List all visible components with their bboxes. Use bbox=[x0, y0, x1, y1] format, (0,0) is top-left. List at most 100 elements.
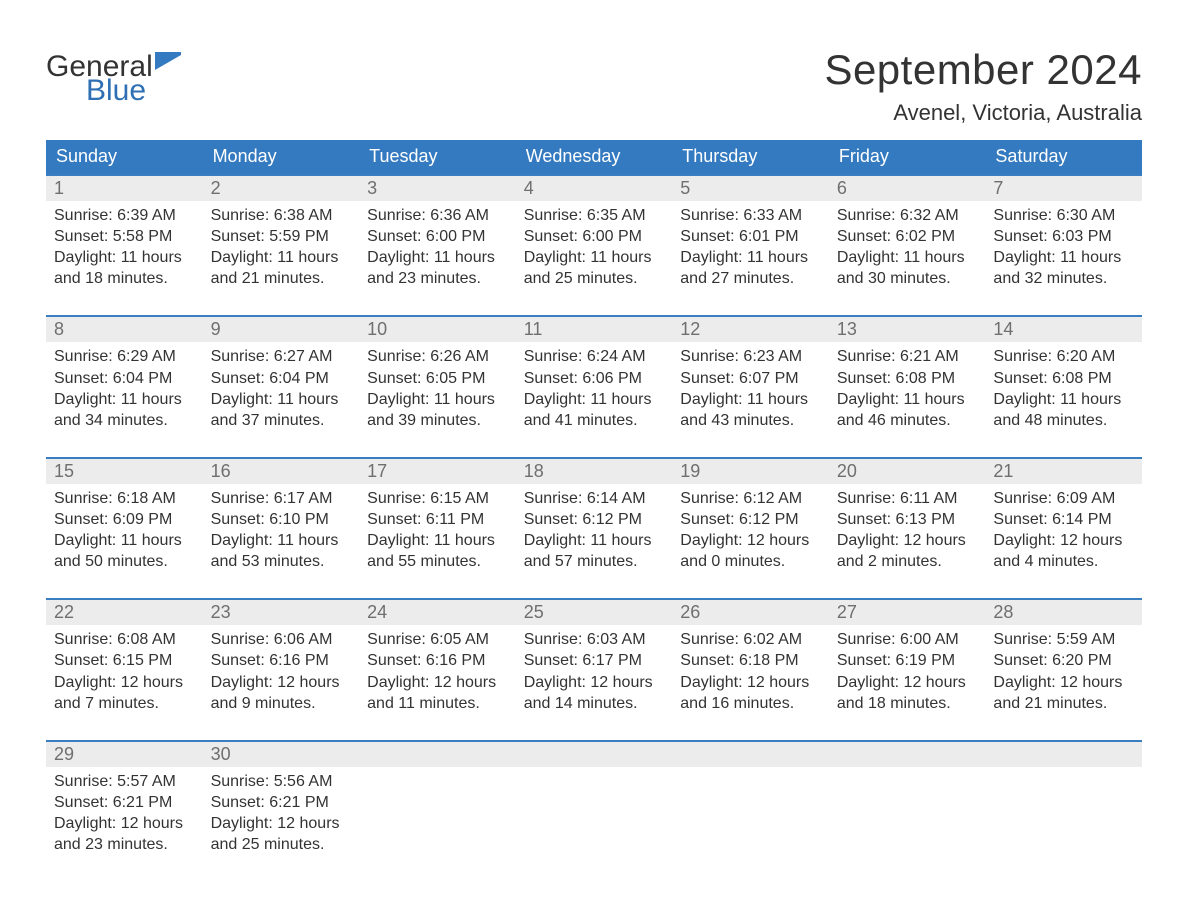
day-cell bbox=[516, 767, 673, 859]
day-day2: and 34 minutes. bbox=[54, 410, 195, 431]
day-cell: Sunrise: 6:00 AMSunset: 6:19 PMDaylight:… bbox=[829, 625, 986, 717]
day-day1: Daylight: 12 hours bbox=[993, 672, 1134, 693]
day-cell: Sunrise: 6:21 AMSunset: 6:08 PMDaylight:… bbox=[829, 342, 986, 434]
day-cell: Sunrise: 6:06 AMSunset: 6:16 PMDaylight:… bbox=[203, 625, 360, 717]
day-sunrise: Sunrise: 6:05 AM bbox=[367, 629, 508, 650]
day-day1: Daylight: 12 hours bbox=[837, 530, 978, 551]
day-day1: Daylight: 11 hours bbox=[524, 389, 665, 410]
day-sunrise: Sunrise: 6:02 AM bbox=[680, 629, 821, 650]
day-day2: and 16 minutes. bbox=[680, 693, 821, 714]
day-cell: Sunrise: 6:27 AMSunset: 6:04 PMDaylight:… bbox=[203, 342, 360, 434]
day-sunset: Sunset: 6:21 PM bbox=[54, 792, 195, 813]
day-cell: Sunrise: 6:14 AMSunset: 6:12 PMDaylight:… bbox=[516, 484, 673, 576]
day-number: 4 bbox=[516, 176, 673, 201]
day-number: 24 bbox=[359, 600, 516, 625]
day-cell: Sunrise: 5:57 AMSunset: 6:21 PMDaylight:… bbox=[46, 767, 203, 859]
calendar-header-cell: Sunday bbox=[46, 140, 203, 174]
day-sunrise: Sunrise: 6:20 AM bbox=[993, 346, 1134, 367]
day-day1: Daylight: 11 hours bbox=[54, 247, 195, 268]
day-sunrise: Sunrise: 6:12 AM bbox=[680, 488, 821, 509]
day-cell: Sunrise: 6:38 AMSunset: 5:59 PMDaylight:… bbox=[203, 201, 360, 293]
day-cell: Sunrise: 6:39 AMSunset: 5:58 PMDaylight:… bbox=[46, 201, 203, 293]
day-sunset: Sunset: 6:17 PM bbox=[524, 650, 665, 671]
day-cell: Sunrise: 6:33 AMSunset: 6:01 PMDaylight:… bbox=[672, 201, 829, 293]
day-day1: Daylight: 12 hours bbox=[524, 672, 665, 693]
day-sunset: Sunset: 5:58 PM bbox=[54, 226, 195, 247]
day-sunset: Sunset: 6:04 PM bbox=[211, 368, 352, 389]
day-number: 26 bbox=[672, 600, 829, 625]
day-day2: and 7 minutes. bbox=[54, 693, 195, 714]
day-number: 8 bbox=[46, 317, 203, 342]
day-sunrise: Sunrise: 6:21 AM bbox=[837, 346, 978, 367]
day-sunrise: Sunrise: 6:11 AM bbox=[837, 488, 978, 509]
calendar-week: 15161718192021Sunrise: 6:18 AMSunset: 6:… bbox=[46, 457, 1142, 576]
day-sunrise: Sunrise: 6:08 AM bbox=[54, 629, 195, 650]
day-day2: and 30 minutes. bbox=[837, 268, 978, 289]
day-sunrise: Sunrise: 6:23 AM bbox=[680, 346, 821, 367]
day-number bbox=[985, 742, 1142, 767]
day-sunset: Sunset: 6:04 PM bbox=[54, 368, 195, 389]
day-cell: Sunrise: 6:35 AMSunset: 6:00 PMDaylight:… bbox=[516, 201, 673, 293]
daynum-row: 15161718192021 bbox=[46, 459, 1142, 484]
calendar-week: 1234567Sunrise: 6:39 AMSunset: 5:58 PMDa… bbox=[46, 174, 1142, 293]
day-number: 14 bbox=[985, 317, 1142, 342]
day-cell: Sunrise: 6:05 AMSunset: 6:16 PMDaylight:… bbox=[359, 625, 516, 717]
day-sunset: Sunset: 5:59 PM bbox=[211, 226, 352, 247]
day-cell: Sunrise: 6:17 AMSunset: 6:10 PMDaylight:… bbox=[203, 484, 360, 576]
day-sunrise: Sunrise: 6:03 AM bbox=[524, 629, 665, 650]
brand-logo: General Blue bbox=[46, 46, 181, 106]
page-title: September 2024 bbox=[824, 46, 1142, 94]
day-sunset: Sunset: 6:11 PM bbox=[367, 509, 508, 530]
daynum-row: 2930 bbox=[46, 742, 1142, 767]
day-cell bbox=[985, 767, 1142, 859]
day-day2: and 23 minutes. bbox=[54, 834, 195, 855]
day-day2: and 27 minutes. bbox=[680, 268, 821, 289]
day-sunrise: Sunrise: 5:57 AM bbox=[54, 771, 195, 792]
day-sunrise: Sunrise: 6:38 AM bbox=[211, 205, 352, 226]
day-cell: Sunrise: 5:59 AMSunset: 6:20 PMDaylight:… bbox=[985, 625, 1142, 717]
day-cell: Sunrise: 6:03 AMSunset: 6:17 PMDaylight:… bbox=[516, 625, 673, 717]
day-number: 1 bbox=[46, 176, 203, 201]
day-day1: Daylight: 11 hours bbox=[54, 389, 195, 410]
day-number: 30 bbox=[203, 742, 360, 767]
day-number: 6 bbox=[829, 176, 986, 201]
day-day1: Daylight: 11 hours bbox=[993, 389, 1134, 410]
day-sunset: Sunset: 6:02 PM bbox=[837, 226, 978, 247]
day-cell: Sunrise: 6:36 AMSunset: 6:00 PMDaylight:… bbox=[359, 201, 516, 293]
day-day1: Daylight: 11 hours bbox=[837, 389, 978, 410]
day-number bbox=[516, 742, 673, 767]
day-sunset: Sunset: 6:01 PM bbox=[680, 226, 821, 247]
calendar-header-cell: Wednesday bbox=[516, 140, 673, 174]
calendar-body: 1234567Sunrise: 6:39 AMSunset: 5:58 PMDa… bbox=[46, 174, 1142, 859]
day-sunset: Sunset: 6:12 PM bbox=[524, 509, 665, 530]
day-day1: Daylight: 11 hours bbox=[211, 389, 352, 410]
day-sunrise: Sunrise: 6:32 AM bbox=[837, 205, 978, 226]
day-cell: Sunrise: 6:29 AMSunset: 6:04 PMDaylight:… bbox=[46, 342, 203, 434]
calendar-header-cell: Friday bbox=[829, 140, 986, 174]
day-sunset: Sunset: 6:03 PM bbox=[993, 226, 1134, 247]
daynum-row: 891011121314 bbox=[46, 317, 1142, 342]
day-sunset: Sunset: 6:16 PM bbox=[367, 650, 508, 671]
day-sunset: Sunset: 6:14 PM bbox=[993, 509, 1134, 530]
day-sunset: Sunset: 6:00 PM bbox=[524, 226, 665, 247]
day-day2: and 21 minutes. bbox=[993, 693, 1134, 714]
day-sunrise: Sunrise: 6:26 AM bbox=[367, 346, 508, 367]
day-cell: Sunrise: 6:23 AMSunset: 6:07 PMDaylight:… bbox=[672, 342, 829, 434]
calendar-week: 22232425262728Sunrise: 6:08 AMSunset: 6:… bbox=[46, 598, 1142, 717]
day-number: 16 bbox=[203, 459, 360, 484]
day-number: 10 bbox=[359, 317, 516, 342]
day-day1: Daylight: 12 hours bbox=[367, 672, 508, 693]
day-cell: Sunrise: 6:09 AMSunset: 6:14 PMDaylight:… bbox=[985, 484, 1142, 576]
day-day2: and 14 minutes. bbox=[524, 693, 665, 714]
day-sunset: Sunset: 6:18 PM bbox=[680, 650, 821, 671]
day-day1: Daylight: 11 hours bbox=[680, 389, 821, 410]
day-cell: Sunrise: 5:56 AMSunset: 6:21 PMDaylight:… bbox=[203, 767, 360, 859]
day-number: 13 bbox=[829, 317, 986, 342]
day-day2: and 25 minutes. bbox=[211, 834, 352, 855]
day-sunrise: Sunrise: 6:15 AM bbox=[367, 488, 508, 509]
day-sunrise: Sunrise: 6:09 AM bbox=[993, 488, 1134, 509]
day-cell: Sunrise: 6:32 AMSunset: 6:02 PMDaylight:… bbox=[829, 201, 986, 293]
day-day1: Daylight: 11 hours bbox=[993, 247, 1134, 268]
day-day1: Daylight: 12 hours bbox=[211, 672, 352, 693]
day-number: 15 bbox=[46, 459, 203, 484]
